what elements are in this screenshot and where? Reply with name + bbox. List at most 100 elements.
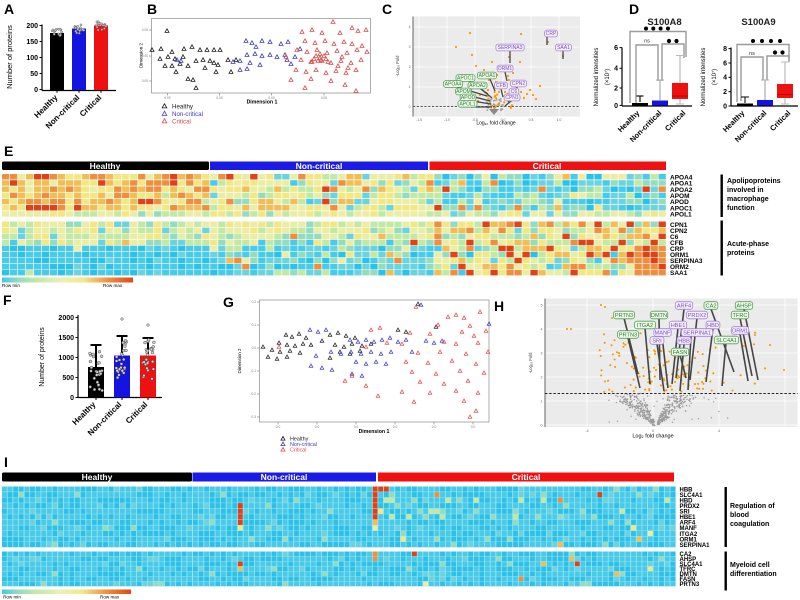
svg-text:HBE1: HBE1 <box>671 323 686 329</box>
svg-text:5: 5 <box>541 303 543 307</box>
svg-text:APOA1: APOA1 <box>670 181 693 188</box>
svg-text:2: 2 <box>409 65 411 69</box>
svg-text:ns: ns <box>749 51 755 57</box>
svg-text:I: I <box>4 454 8 470</box>
svg-text:Regulation of: Regulation of <box>730 503 775 510</box>
svg-text:Critical: Critical <box>172 119 191 126</box>
svg-text:PRTN3: PRTN3 <box>619 333 637 339</box>
svg-text:MANF: MANF <box>655 331 671 337</box>
svg-text:-1.5: -1.5 <box>416 118 422 122</box>
svg-text:SRI: SRI <box>652 339 662 345</box>
svg-text:CRP: CRP <box>670 246 684 253</box>
svg-text:1.0: 1.0 <box>557 118 562 122</box>
svg-text:0.0: 0.0 <box>354 425 359 429</box>
svg-text:Log₂ fold change: Log₂ fold change <box>632 434 673 440</box>
svg-text:SERPINA3: SERPINA3 <box>670 258 703 265</box>
svg-text:F: F <box>3 292 12 308</box>
svg-text:0.0: 0.0 <box>252 346 257 350</box>
svg-text:Dimension 2: Dimension 2 <box>237 348 242 374</box>
svg-text:HBD: HBD <box>680 499 694 505</box>
svg-text:8: 8 <box>723 46 727 53</box>
svg-text:ITGA2: ITGA2 <box>637 323 653 329</box>
svg-text:APOA2: APOA2 <box>469 83 486 89</box>
svg-text:0.00: 0.00 <box>268 96 274 100</box>
svg-text:SAA1: SAA1 <box>670 270 688 277</box>
svg-text:1500: 1500 <box>58 335 74 342</box>
svg-text:S100A8: S100A8 <box>647 17 681 28</box>
svg-text:Myeloid cell: Myeloid cell <box>730 562 770 569</box>
svg-text:APOL1: APOL1 <box>670 212 692 219</box>
svg-text:PRDX2: PRDX2 <box>688 313 707 319</box>
svg-text:0.00: 0.00 <box>164 96 170 100</box>
svg-text:APOL1: APOL1 <box>459 102 475 108</box>
svg-text:blood: blood <box>730 512 749 519</box>
svg-text:CPN2: CPN2 <box>670 228 688 235</box>
svg-text:macrophage: macrophage <box>727 196 769 203</box>
svg-text:-1.0: -1.0 <box>444 118 450 122</box>
svg-text:ITGA2: ITGA2 <box>680 532 698 538</box>
svg-text:4: 4 <box>409 25 411 29</box>
svg-text:ORM1: ORM1 <box>680 537 698 543</box>
svg-text:0.2: 0.2 <box>252 300 257 304</box>
svg-text:DMTN: DMTN <box>651 313 667 319</box>
svg-text:DMTN: DMTN <box>680 572 697 578</box>
svg-text:C6: C6 <box>511 89 518 95</box>
svg-text:Apolipoproteins: Apolipoproteins <box>727 178 781 185</box>
svg-text:3: 3 <box>409 45 411 49</box>
svg-text:1: 1 <box>541 399 543 403</box>
svg-text:APOC1: APOC1 <box>670 205 693 212</box>
svg-text:0.0: 0.0 <box>393 425 398 429</box>
svg-text:Acute-phase: Acute-phase <box>727 241 769 248</box>
svg-text:Dimension 1: Dimension 1 <box>247 100 278 106</box>
svg-text:S100A9: S100A9 <box>741 17 775 28</box>
svg-text:CPN1: CPN1 <box>505 95 519 101</box>
svg-text:APOC1: APOC1 <box>457 76 474 82</box>
svg-text:-0.3: -0.3 <box>251 415 257 419</box>
svg-text:CFB: CFB <box>670 240 684 247</box>
svg-text:PRDX2: PRDX2 <box>680 504 701 510</box>
svg-text:Non-critical: Non-critical <box>290 442 317 448</box>
svg-text:150: 150 <box>26 39 38 46</box>
svg-text:B: B <box>147 1 157 17</box>
svg-text:APOA4: APOA4 <box>670 174 693 181</box>
svg-text:SERPINA1: SERPINA1 <box>680 543 711 549</box>
svg-text:FASN: FASN <box>673 350 688 356</box>
svg-text:PRTN3: PRTN3 <box>615 313 633 319</box>
svg-text:0.00: 0.00 <box>216 96 222 100</box>
svg-text:SERPINA3: SERPINA3 <box>498 45 523 51</box>
svg-text:0.00: 0.00 <box>142 28 148 32</box>
svg-text:CRP: CRP <box>546 31 557 37</box>
svg-text:D: D <box>629 1 639 17</box>
svg-text:6: 6 <box>614 45 618 52</box>
svg-text:Number of proteins: Number of proteins <box>39 327 46 387</box>
svg-text:Healthy: Healthy <box>290 437 309 443</box>
svg-text:-Log₁₀ Fold: -Log₁₀ Fold <box>528 352 533 374</box>
svg-text:6: 6 <box>723 60 727 67</box>
svg-text:SRI: SRI <box>680 510 690 516</box>
svg-text:proteins: proteins <box>727 250 755 257</box>
svg-text:SLC4A1: SLC4A1 <box>680 493 704 499</box>
svg-text:AHSP: AHSP <box>680 557 697 563</box>
svg-text:CFB: CFB <box>496 83 507 89</box>
svg-text:G: G <box>223 294 234 310</box>
svg-text:100: 100 <box>26 55 38 62</box>
svg-text:ARF4: ARF4 <box>677 304 691 310</box>
svg-text:-0.1: -0.1 <box>251 369 257 373</box>
svg-text:2: 2 <box>614 85 618 92</box>
svg-text:4: 4 <box>723 75 727 82</box>
svg-text:Non-critical: Non-critical <box>296 161 343 171</box>
svg-text:CPN1: CPN1 <box>670 222 688 229</box>
svg-text:Healthy: Healthy <box>172 104 194 111</box>
svg-text:C: C <box>382 1 392 17</box>
svg-text:(×10⁷): (×10⁷) <box>604 69 611 85</box>
svg-text:2000: 2000 <box>58 315 74 322</box>
svg-text:0: 0 <box>70 395 74 402</box>
svg-text:Row max: Row max <box>103 283 123 288</box>
svg-text:APOM: APOM <box>670 193 690 200</box>
svg-text:ORM2: ORM2 <box>670 264 689 271</box>
svg-text:ORM1: ORM1 <box>732 329 748 335</box>
svg-text:involved in: involved in <box>727 187 764 194</box>
svg-text:SERPINA1: SERPINA1 <box>683 331 711 337</box>
svg-text:Dimension 2: Dimension 2 <box>139 42 144 68</box>
svg-text:-Log₁₀ Fold: -Log₁₀ Fold <box>395 55 400 77</box>
